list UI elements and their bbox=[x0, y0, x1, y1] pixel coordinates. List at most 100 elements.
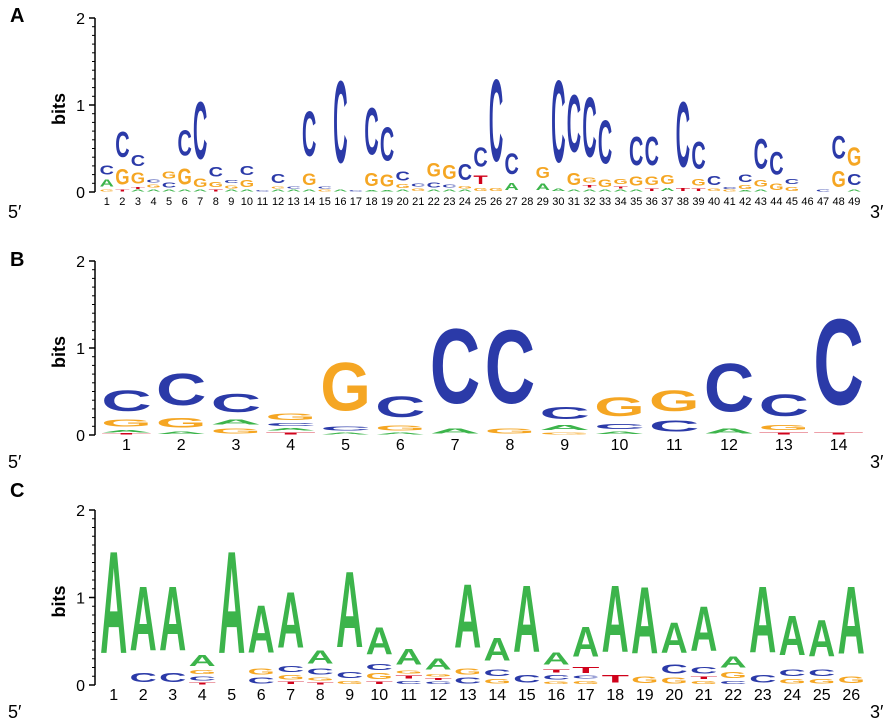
logo-letter-a: A bbox=[808, 609, 835, 668]
logo-letter-g: G bbox=[808, 678, 835, 685]
logo-letter-a: A bbox=[271, 189, 285, 192]
logo-letter-a: A bbox=[513, 566, 540, 673]
logo-letter-a: A bbox=[333, 189, 347, 193]
position-label: 13 bbox=[459, 687, 477, 704]
position-label: 23 bbox=[754, 687, 772, 704]
position-label: 22 bbox=[428, 196, 440, 208]
logo-letter-c: C bbox=[302, 98, 316, 170]
position-label: 26 bbox=[842, 687, 860, 704]
logo-letter-g: G bbox=[631, 675, 658, 685]
position-label: 1 bbox=[122, 437, 131, 454]
logo-letter-g: G bbox=[271, 186, 285, 190]
position-label: 32 bbox=[583, 196, 595, 208]
position-label: 6 bbox=[182, 196, 188, 208]
position-label: 34 bbox=[615, 196, 627, 208]
five-prime-label: 5′ bbox=[8, 202, 22, 222]
position-label: 13 bbox=[775, 437, 793, 454]
position-label: 9 bbox=[228, 196, 234, 208]
logo-letter-a: A bbox=[146, 189, 160, 193]
logo-letter-t: T bbox=[645, 188, 660, 192]
logo-letter-t: T bbox=[582, 184, 597, 188]
logo-letter-c: C bbox=[211, 389, 261, 418]
logo-letter-a: A bbox=[177, 189, 191, 192]
logo-letter-a: A bbox=[631, 568, 658, 675]
logo-letter-g: G bbox=[248, 668, 275, 677]
position-label: 18 bbox=[365, 196, 377, 208]
logo-letter-c: C bbox=[255, 190, 269, 192]
logo-letter-c: C bbox=[177, 125, 191, 165]
logo-letter-a: A bbox=[838, 568, 865, 675]
logo-letter-g: G bbox=[302, 170, 316, 189]
y-tick-label: 2 bbox=[76, 254, 85, 271]
position-label: 10 bbox=[370, 687, 388, 704]
position-label: 2 bbox=[119, 196, 125, 208]
logo-letter-g: G bbox=[411, 188, 425, 192]
logo-letter-c: C bbox=[427, 181, 441, 190]
logo-letter-g: G bbox=[209, 180, 223, 189]
logo-letter-c: C bbox=[375, 391, 425, 424]
position-label: 16 bbox=[334, 196, 346, 208]
position-label: 1 bbox=[104, 196, 110, 208]
position-label: 20 bbox=[665, 687, 683, 704]
three-prime-label: 3′ bbox=[870, 202, 884, 222]
logo-letter-t: T bbox=[602, 673, 629, 685]
logo-letter-a: A bbox=[543, 650, 570, 669]
logo-letter-a: A bbox=[484, 631, 511, 667]
logo-letter-t: T bbox=[307, 682, 334, 685]
position-label: 44 bbox=[770, 196, 782, 208]
logo-letter-c: C bbox=[277, 665, 304, 674]
logo-letter-a: A bbox=[395, 645, 422, 670]
logo-letter-c: C bbox=[485, 308, 535, 426]
logo-letter-g: G bbox=[661, 676, 688, 685]
logo-letter-c: C bbox=[847, 171, 861, 188]
logo-letter-a: A bbox=[193, 189, 207, 192]
logo-letter-g: G bbox=[318, 189, 332, 192]
logo-letter-c: C bbox=[598, 107, 612, 177]
logo-letter-c: C bbox=[676, 83, 690, 187]
logo-letter-c: C bbox=[594, 422, 644, 431]
logo-letter-c: C bbox=[395, 169, 409, 184]
logo-letter-a: A bbox=[754, 189, 768, 193]
logo-letter-g: G bbox=[489, 187, 503, 192]
logo-letter-t: T bbox=[572, 666, 600, 675]
position-label: 3 bbox=[168, 687, 177, 704]
position-label: 41 bbox=[724, 196, 736, 208]
logo-letter-g: G bbox=[189, 669, 216, 675]
logo-letter-a: A bbox=[504, 181, 518, 192]
position-label: 37 bbox=[661, 196, 673, 208]
logo-letter-c: C bbox=[454, 676, 481, 685]
logo-letter-c: C bbox=[785, 177, 799, 186]
logo-letter-c: C bbox=[504, 148, 518, 181]
logo-letter-c: C bbox=[364, 95, 378, 170]
logo-letter-g: G bbox=[425, 673, 452, 677]
logo-letter-c: C bbox=[411, 183, 425, 188]
position-label: 13 bbox=[288, 196, 300, 208]
y-tick-label: 1 bbox=[76, 591, 85, 608]
logo-letter-c: C bbox=[130, 670, 157, 685]
position-label: 8 bbox=[505, 437, 514, 454]
logo-letter-a: A bbox=[302, 189, 316, 193]
logo-letter-g: G bbox=[162, 170, 176, 181]
logo-letter-c: C bbox=[189, 675, 216, 681]
logo-letter-c: C bbox=[425, 681, 452, 685]
logo-letter-a: A bbox=[704, 426, 754, 435]
logo-letter-c: C bbox=[722, 187, 736, 190]
logo-letter-c: C bbox=[240, 163, 254, 178]
logo-letter-t: T bbox=[366, 681, 393, 685]
logo-letter-a: A bbox=[661, 613, 688, 662]
position-label: 2 bbox=[139, 687, 148, 704]
logo-letter-g: G bbox=[101, 418, 151, 429]
logo-letter-g: G bbox=[364, 169, 378, 190]
position-label: 11 bbox=[257, 196, 268, 208]
logo-letter-c: C bbox=[513, 673, 540, 685]
y-tick-label: 2 bbox=[76, 503, 85, 520]
logo-letter-a: A bbox=[277, 577, 304, 665]
position-label: 22 bbox=[724, 687, 742, 704]
logo-letter-c: C bbox=[101, 385, 151, 418]
logo-letter-g: G bbox=[320, 350, 370, 426]
logo-letter-t: T bbox=[266, 432, 317, 435]
position-label: 27 bbox=[506, 196, 518, 208]
logo-letter-a: A bbox=[101, 429, 151, 433]
logo-letter-a: A bbox=[572, 617, 599, 666]
logo-letter-a: A bbox=[266, 427, 316, 431]
